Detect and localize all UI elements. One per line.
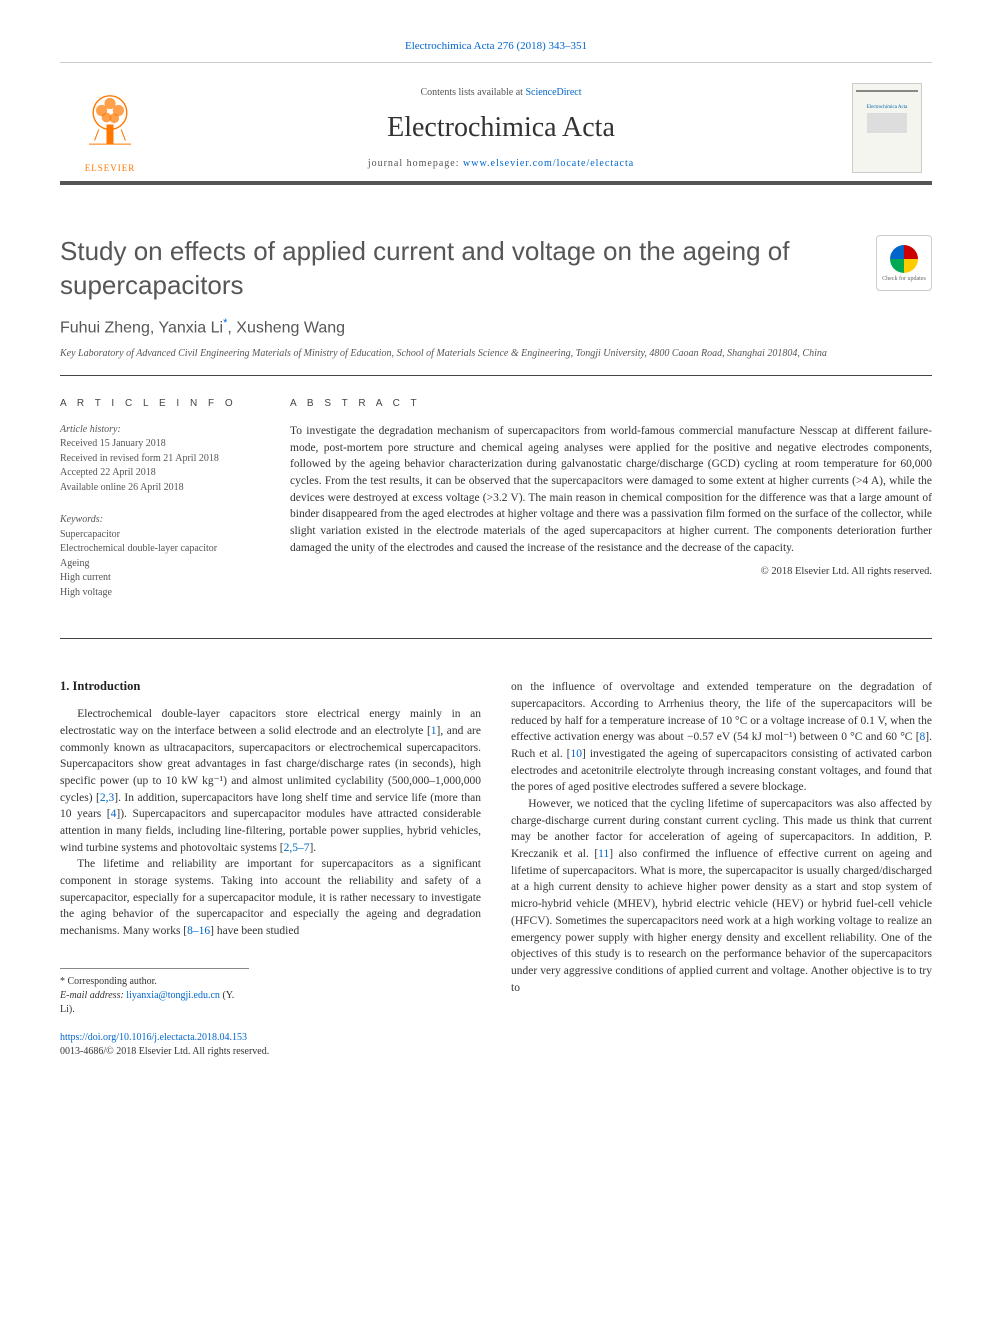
- homepage-link[interactable]: www.elsevier.com/locate/electacta: [463, 158, 634, 169]
- elsevier-wordmark: ELSEVIER: [85, 163, 136, 173]
- title-section: Study on effects of applied current and …: [60, 235, 932, 303]
- article-info-column: A R T I C L E I N F O Article history: R…: [60, 398, 260, 619]
- sciencedirect-link[interactable]: ScienceDirect: [525, 87, 581, 98]
- body-paragraph: The lifetime and reliability are importa…: [60, 856, 481, 939]
- contents-prefix: Contents lists available at: [420, 87, 525, 98]
- check-updates-label: Check for updates: [882, 276, 926, 282]
- banner-right: Electrochimica Acta: [842, 75, 932, 181]
- body-paragraph: However, we noticed that the cycling lif…: [511, 796, 932, 996]
- publisher-logo-block: ELSEVIER: [60, 75, 160, 181]
- abstract-column: A B S T R A C T To investigate the degra…: [290, 398, 932, 619]
- history-item: Received in revised form 21 April 2018: [60, 452, 260, 467]
- ref-link[interactable]: 11: [598, 848, 609, 860]
- body-column-left: 1. Introduction Electrochemical double-l…: [60, 679, 481, 1058]
- contents-available-line: Contents lists available at ScienceDirec…: [180, 87, 822, 98]
- history-item: Available online 26 April 2018: [60, 481, 260, 496]
- elsevier-tree-icon: [70, 81, 150, 161]
- history-item: Accepted 22 April 2018: [60, 466, 260, 481]
- ref-link[interactable]: 2,5–7: [284, 842, 310, 854]
- body-paragraph: Electrochemical double-layer capacitors …: [60, 706, 481, 856]
- keywords-label: Keywords:: [60, 513, 260, 528]
- keyword: Supercapacitor: [60, 528, 260, 543]
- ref-link[interactable]: 10: [571, 748, 583, 760]
- author-1: Fuhui Zheng: [60, 319, 150, 336]
- journal-name: Electrochimica Acta: [180, 112, 822, 144]
- ref-link[interactable]: 8–16: [187, 925, 210, 937]
- history-label: Article history:: [60, 423, 260, 438]
- ref-link[interactable]: 1: [431, 725, 437, 737]
- ref-link[interactable]: 8: [920, 731, 926, 743]
- affiliation: Key Laboratory of Advanced Civil Enginee…: [60, 347, 932, 361]
- corresponding-marker: *: [223, 317, 227, 329]
- doi-link[interactable]: https://doi.org/10.1016/j.electacta.2018…: [60, 1032, 247, 1043]
- history-item: Received 15 January 2018: [60, 437, 260, 452]
- article-title: Study on effects of applied current and …: [60, 235, 856, 303]
- check-for-updates-badge[interactable]: Check for updates: [876, 235, 932, 291]
- author-3: Xusheng Wang: [236, 319, 345, 336]
- author-2: Yanxia Li: [158, 319, 223, 336]
- email-link[interactable]: liyanxia@tongji.edu.cn: [126, 990, 220, 1001]
- authors-line: Fuhui Zheng, Yanxia Li*, Xusheng Wang: [60, 317, 932, 337]
- crossmark-icon: [890, 245, 918, 273]
- doi-block: https://doi.org/10.1016/j.electacta.2018…: [60, 1031, 481, 1059]
- corresponding-author-footer: * Corresponding author. E-mail address: …: [60, 968, 249, 1017]
- journal-banner: ELSEVIER Contents lists available at Sci…: [60, 62, 932, 185]
- corresponding-label: * Corresponding author.: [60, 975, 249, 989]
- journal-homepage-line: journal homepage: www.elsevier.com/locat…: [180, 158, 822, 169]
- ref-link[interactable]: 4: [111, 808, 117, 820]
- article-info-heading: A R T I C L E I N F O: [60, 398, 260, 409]
- abstract-heading: A B S T R A C T: [290, 398, 932, 409]
- banner-center: Contents lists available at ScienceDirec…: [180, 75, 822, 181]
- body-columns: 1. Introduction Electrochemical double-l…: [60, 679, 932, 1058]
- homepage-prefix: journal homepage:: [368, 158, 463, 169]
- section-heading-intro: 1. Introduction: [60, 679, 481, 694]
- divider: [60, 375, 932, 376]
- keywords-block: Keywords: Supercapacitor Electrochemical…: [60, 513, 260, 600]
- abstract-copyright: © 2018 Elsevier Ltd. All rights reserved…: [290, 566, 932, 577]
- body-column-right: on the influence of overvoltage and exte…: [511, 679, 932, 1058]
- keyword: Electrochemical double-layer capacitor: [60, 542, 260, 557]
- meta-abstract-row: A R T I C L E I N F O Article history: R…: [60, 398, 932, 640]
- citation-header: Electrochimica Acta 276 (2018) 343–351: [60, 40, 932, 52]
- keyword: High current: [60, 571, 260, 586]
- email-label: E-mail address:: [60, 990, 126, 1001]
- issn-copyright: 0013-4686/© 2018 Elsevier Ltd. All right…: [60, 1045, 481, 1059]
- abstract-text: To investigate the degradation mechanism…: [290, 423, 932, 556]
- article-history-block: Article history: Received 15 January 201…: [60, 423, 260, 496]
- ref-link[interactable]: 2,3: [100, 792, 114, 804]
- body-paragraph: on the influence of overvoltage and exte…: [511, 679, 932, 796]
- keyword: High voltage: [60, 586, 260, 601]
- keyword: Ageing: [60, 557, 260, 572]
- journal-cover-thumbnail: Electrochimica Acta: [852, 83, 922, 173]
